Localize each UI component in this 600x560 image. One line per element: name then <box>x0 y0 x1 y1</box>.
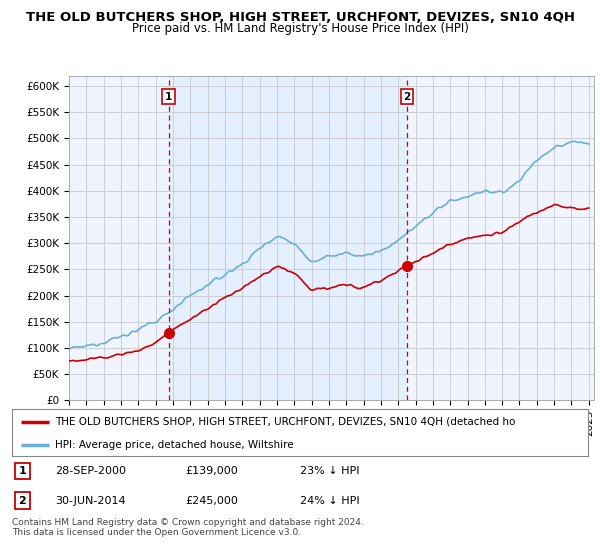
Text: HPI: Average price, detached house, Wiltshire: HPI: Average price, detached house, Wilt… <box>55 440 294 450</box>
Text: £245,000: £245,000 <box>185 496 238 506</box>
Text: £139,000: £139,000 <box>185 466 238 476</box>
Text: THE OLD BUTCHERS SHOP, HIGH STREET, URCHFONT, DEVIZES, SN10 4QH (detached ho: THE OLD BUTCHERS SHOP, HIGH STREET, URCH… <box>55 417 515 427</box>
Text: Contains HM Land Registry data © Crown copyright and database right 2024.
This d: Contains HM Land Registry data © Crown c… <box>12 518 364 538</box>
Text: 1: 1 <box>165 92 172 102</box>
Text: 23% ↓ HPI: 23% ↓ HPI <box>300 466 359 476</box>
Text: 2: 2 <box>403 92 410 102</box>
Bar <box>169 76 407 400</box>
Text: 30-JUN-2014: 30-JUN-2014 <box>55 496 126 506</box>
Text: 28-SEP-2000: 28-SEP-2000 <box>55 466 126 476</box>
Text: 2: 2 <box>19 496 26 506</box>
Text: Price paid vs. HM Land Registry's House Price Index (HPI): Price paid vs. HM Land Registry's House … <box>131 22 469 35</box>
Text: THE OLD BUTCHERS SHOP, HIGH STREET, URCHFONT, DEVIZES, SN10 4QH: THE OLD BUTCHERS SHOP, HIGH STREET, URCH… <box>25 11 575 24</box>
Text: 24% ↓ HPI: 24% ↓ HPI <box>300 496 359 506</box>
Text: 1: 1 <box>19 466 26 476</box>
